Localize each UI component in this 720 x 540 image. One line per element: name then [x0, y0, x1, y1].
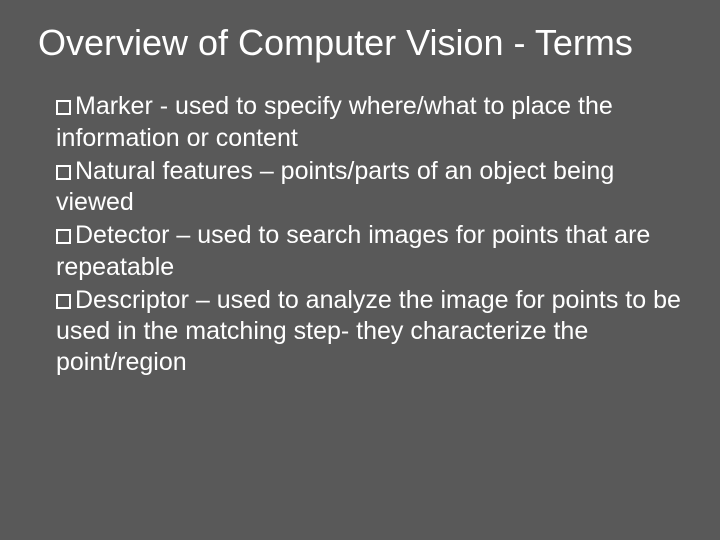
list-item: Natural features – points/parts of an ob…: [56, 156, 682, 219]
square-bullet-icon: [56, 229, 71, 244]
square-bullet-icon: [56, 294, 71, 309]
slide-content: Marker - used to specify where/what to p…: [38, 91, 682, 378]
list-item: Descriptor – used to analyze the image f…: [56, 285, 682, 379]
slide-container: Overview of Computer Vision - Terms Mark…: [0, 0, 720, 540]
list-item: Detector – used to search images for poi…: [56, 220, 682, 283]
list-item: Marker - used to specify where/what to p…: [56, 91, 682, 154]
square-bullet-icon: [56, 100, 71, 115]
square-bullet-icon: [56, 165, 71, 180]
slide-title: Overview of Computer Vision - Terms: [38, 22, 682, 63]
bullet-text: Marker - used to specify where/what to p…: [56, 92, 613, 151]
bullet-text: Detector – used to search images for poi…: [56, 221, 650, 280]
bullet-text: Natural features – points/parts of an ob…: [56, 157, 614, 216]
bullet-text: Descriptor – used to analyze the image f…: [56, 286, 681, 377]
